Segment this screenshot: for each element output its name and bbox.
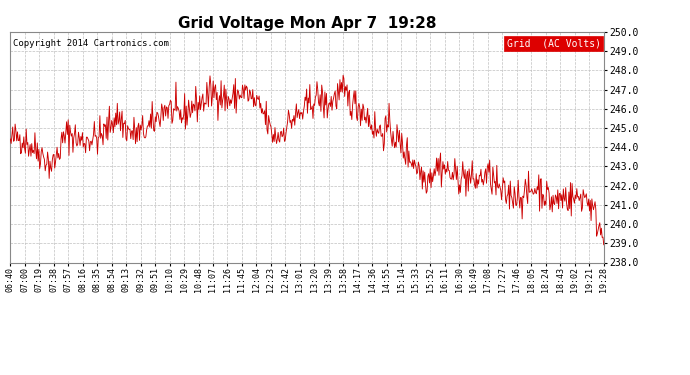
Title: Grid Voltage Mon Apr 7  19:28: Grid Voltage Mon Apr 7 19:28 [178, 16, 436, 31]
Text: Copyright 2014 Cartronics.com: Copyright 2014 Cartronics.com [13, 39, 169, 48]
Text: Grid  (AC Volts): Grid (AC Volts) [506, 39, 601, 49]
